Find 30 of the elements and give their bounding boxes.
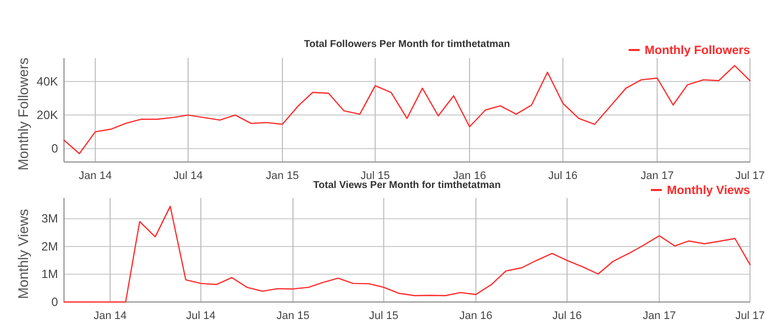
x-tick-label: Jan 15 [266,170,299,182]
x-tick-label: Jan 16 [453,170,486,182]
legend-label: Monthly Views [666,183,750,197]
y-tick-label: 3M [41,212,58,226]
y-tick-label: 2M [41,239,58,254]
x-tick-label: Jan 15 [276,310,310,322]
x-tick-label: Jul 16 [552,310,582,322]
x-tick-label: Jul 17 [735,310,765,322]
line-series [63,64,751,154]
y-axis-title: Monthly Views [15,208,31,300]
y-tick-label: 0 [51,141,58,156]
x-tick-label: Jan 17 [642,310,676,322]
x-tick-label: Jan 14 [78,170,112,182]
y-tick-label: 0 [51,294,58,309]
legend-label: Monthly Followers [644,43,750,57]
y-tick-label: 20K [36,108,58,122]
x-tick-label: Jul 16 [548,170,578,182]
x-tick-label: Jan 17 [640,170,674,182]
y-tick-label: 40K [36,74,58,88]
y-axis-title: Monthly Followers [15,58,31,170]
x-tick-label: Jul 17 [735,170,765,182]
chart-title: Total Views Per Month for timthetatman [313,180,501,191]
y-tick-label: 1M [41,267,58,282]
x-tick-label: Jan 14 [94,310,127,322]
x-tick-label: Jul 14 [173,170,203,182]
x-tick-label: Jul 15 [369,310,398,322]
x-tick-label: Jul 15 [360,170,390,182]
x-tick-label: Jul 14 [186,310,216,322]
chart-title: Total Followers Per Month for timthetatman [304,39,510,50]
x-tick-label: Jan 16 [459,310,492,322]
